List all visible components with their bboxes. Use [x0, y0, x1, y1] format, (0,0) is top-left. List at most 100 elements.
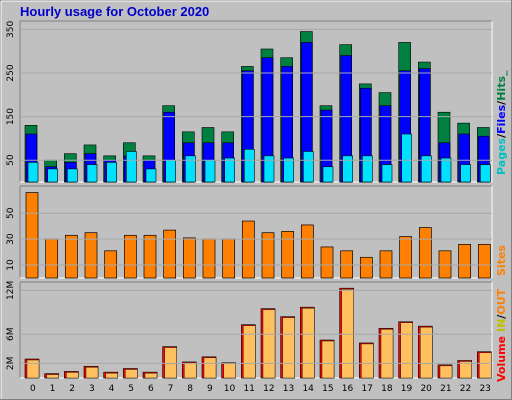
legend-sites: Sites: [495, 245, 508, 276]
pages-bar: [224, 157, 235, 183]
sites-bar: [84, 232, 98, 279]
x-tick-label: 10: [224, 384, 236, 394]
x-tick-label: 13: [283, 384, 294, 394]
x-tick-label: 23: [479, 384, 490, 394]
chart-title: Hourly usage for October 2020: [20, 4, 210, 19]
pages-bar: [401, 133, 412, 183]
x-tick-label: 21: [440, 384, 451, 394]
volume-in-bar: [361, 343, 374, 379]
sites-bar: [379, 250, 393, 279]
pages-bar: [47, 168, 58, 183]
volume-in-bar: [321, 340, 335, 379]
legend-sep-3: /: [495, 314, 508, 319]
volume-in-bar: [203, 357, 217, 379]
x-tick-label: 0: [30, 384, 36, 394]
pages-bar: [263, 155, 275, 183]
x-tick-label: 6: [148, 384, 154, 394]
sites-bar: [320, 246, 334, 279]
sites-bar: [438, 250, 452, 279]
volume-in-bar: [243, 325, 256, 379]
pages-bar: [283, 157, 294, 183]
x-tick-label: 9: [207, 384, 213, 394]
legend-hits: Hits_: [495, 70, 508, 101]
volume-in-bar: [26, 359, 40, 379]
volume-in-bar: [380, 329, 394, 379]
pages-bar: [342, 155, 353, 183]
x-tick-label: 19: [401, 384, 413, 394]
x-tick-label: 18: [381, 384, 393, 394]
x-tick-label: 7: [168, 384, 174, 394]
legend-in: IN: [495, 319, 508, 332]
pages-bar: [381, 164, 393, 183]
sites-bar: [222, 238, 236, 279]
y-tick-label: 10: [6, 259, 16, 271]
x-tick-label: 16: [342, 384, 354, 394]
pages-bar: [86, 164, 98, 183]
sites-bar: [359, 256, 373, 279]
legend-top: Pages/Files/Hits_: [495, 70, 508, 175]
pages-bar: [165, 159, 176, 183]
sites-bar: [64, 234, 78, 279]
volume-in-bar: [223, 363, 236, 379]
pages-bar: [322, 166, 334, 183]
x-tick-label: 3: [89, 384, 95, 394]
sites-bar: [281, 231, 295, 279]
panel-0: [20, 21, 492, 182]
volume-in-bar: [439, 365, 453, 379]
chart-panels: [19, 20, 493, 379]
x-tick-label: 1: [50, 384, 56, 394]
sites-bar: [45, 238, 59, 279]
x-tick-label: 12: [263, 384, 274, 394]
pages-bar: [126, 151, 137, 183]
volume-in-bar: [400, 322, 413, 379]
pages-bar: [145, 168, 157, 183]
x-tick-label: 20: [420, 384, 432, 394]
x-tick-label: 4: [109, 384, 115, 394]
legend-middle: Sites: [495, 245, 508, 276]
sites-bar: [202, 238, 216, 279]
volume-in-bar: [341, 288, 354, 379]
volume-in-bar: [46, 374, 59, 379]
y-tick-label: 250: [6, 64, 16, 81]
sites-bar: [399, 236, 413, 279]
sites-bar: [241, 220, 255, 279]
volume-in-bar: [184, 362, 197, 379]
pages-bar: [440, 157, 452, 183]
sites-bar: [261, 232, 275, 279]
volume-in-bar: [302, 307, 315, 379]
pages-bar: [480, 164, 491, 183]
chart-ticks: 50 150 250 350 10 30 50 2M 6M 12M: [6, 21, 492, 371]
sites-bar: [143, 234, 157, 279]
chart-bars: [24, 31, 492, 379]
y-tick-label: 150: [6, 108, 16, 125]
y-tick-label: 30: [6, 233, 16, 245]
pages-bar: [185, 155, 196, 183]
y-tick-label: 6M: [6, 327, 16, 341]
volume-in-bar: [479, 352, 492, 379]
sites-bar: [477, 244, 491, 279]
volume-in-bar: [105, 372, 118, 379]
volume-in-bar: [420, 326, 433, 379]
panel-1: [20, 186, 492, 278]
legend-volume: Volume: [495, 336, 508, 382]
sites-bar: [458, 244, 472, 279]
sites-bar: [418, 227, 432, 279]
sites-bar: [163, 229, 177, 279]
pages-bar: [67, 168, 78, 183]
y-tick-label: 2M: [6, 357, 16, 371]
sites-bar: [340, 250, 354, 279]
y-tick-label: 12M: [6, 281, 16, 300]
pages-bar: [106, 162, 117, 183]
legend-bottom: Volume IN/OUT: [495, 288, 508, 382]
y-tick-label: 50: [6, 154, 16, 166]
legend-sep-1: /: [495, 133, 508, 138]
x-tick-label: 2: [69, 384, 75, 394]
legend-sep-2: /: [495, 100, 508, 105]
sites-bar: [182, 237, 196, 279]
x-tick-label: 11: [243, 384, 254, 394]
pages-bar: [27, 162, 39, 183]
sites-bar: [25, 192, 39, 279]
volume-in-bar: [66, 372, 79, 379]
pages-bar: [204, 159, 216, 183]
volume-in-bar: [144, 372, 158, 379]
